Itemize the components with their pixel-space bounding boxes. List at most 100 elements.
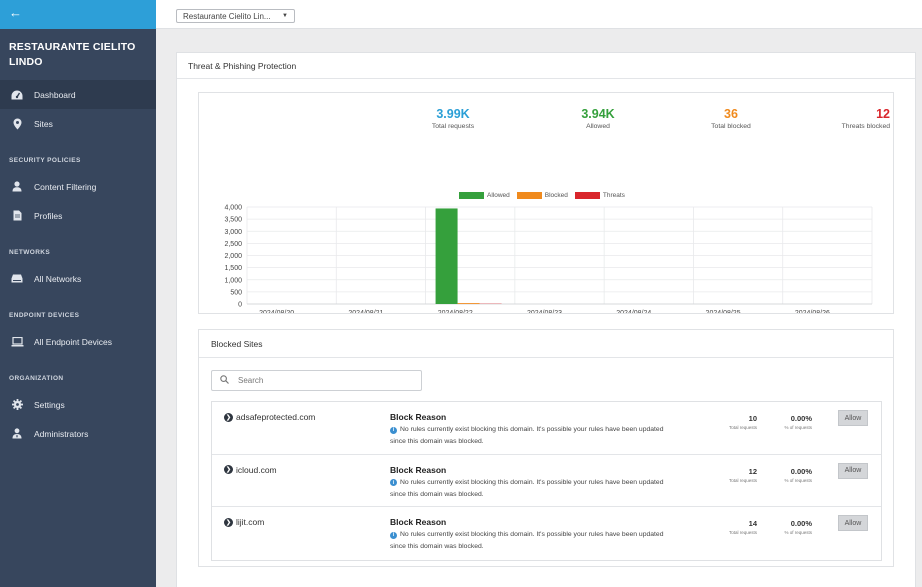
stat-label: Total requests	[431, 123, 475, 130]
total-requests-metric: 10 Total requests	[712, 414, 757, 430]
legend-item-allowed[interactable]: Allowed	[459, 192, 510, 199]
search-icon	[220, 375, 230, 386]
domain-text: adsafeprotected.com	[236, 412, 316, 422]
block-reason-text: i No rules currently exist blocking this …	[390, 477, 710, 501]
domain-link[interactable]: ❯ lijit.com	[224, 517, 264, 527]
top-bar: Restaurante Cielito Lin... ▼	[156, 0, 922, 29]
map-pin-icon	[10, 118, 24, 130]
sidebar-header: ←	[0, 0, 156, 29]
back-arrow-icon[interactable]: ←	[9, 5, 22, 20]
reason-line: since this domain was blocked.	[390, 438, 484, 445]
block-reason-title: Block Reason	[390, 412, 447, 422]
metric-label: % of requests	[784, 530, 812, 535]
stat-value: 3.94K	[581, 107, 615, 121]
stat-allowed: 3.94K Allowed	[568, 107, 628, 130]
stat-label: Total blocked	[711, 123, 751, 130]
y-tick-label: 500	[230, 289, 242, 296]
x-tick-label: 2024/08/20	[259, 310, 294, 313]
info-icon: i	[390, 479, 397, 486]
legend-swatch	[459, 192, 484, 199]
table-row: ❯ lijit.com Block Reason i No rules curren…	[212, 507, 881, 560]
sidebar-item-profiles[interactable]: Profiles	[0, 201, 156, 230]
legend-swatch	[516, 192, 542, 199]
sidebar-item-all-endpoint-devices[interactable]: All Endpoint Devices	[0, 327, 156, 356]
allow-button[interactable]: Allow	[838, 410, 868, 426]
pct-requests-metric: 0.00% % of requests	[766, 519, 812, 535]
legend-label: Allowed	[487, 192, 510, 200]
stat-total-requests: 3.99K Total requests	[423, 107, 483, 130]
chart-legend: Allowed Blocked Threats	[459, 192, 625, 199]
info-icon: i	[390, 426, 397, 434]
metric-value: 10	[748, 414, 757, 423]
pct-requests-metric: 0.00% % of requests	[766, 467, 812, 483]
sidebar-item-content-filtering[interactable]: Content Filtering	[0, 172, 156, 201]
sidebar-item-all-networks[interactable]: All Networks	[0, 264, 156, 293]
x-tick-label: 2024/08/26	[795, 310, 830, 313]
y-tick-label: 4,000	[224, 205, 242, 212]
domain-text: lijit.com	[236, 517, 265, 527]
reason-line: No rules currently exist blocking this d…	[400, 426, 664, 433]
stat-label: Threats blocked	[841, 123, 890, 130]
threat-protection-card: Threat & Phishing Protection 3.99K Total…	[176, 52, 916, 587]
x-tick-label: 2024/08/24	[616, 310, 651, 313]
domain-link[interactable]: ❯ icloud.com	[224, 465, 277, 475]
domain-link[interactable]: ❯ adsafeprotected.com	[224, 412, 315, 422]
y-tick-label: 1,000	[224, 277, 242, 284]
sidebar-item-label: All Networks	[34, 273, 82, 284]
sidebar-item-label: Settings	[34, 399, 65, 410]
block-reason: Block Reason i No rules currently exist b…	[390, 517, 710, 553]
sidebar-item-dashboard[interactable]: Dashboard	[0, 80, 156, 109]
block-reason-text: i No rules currently exist blocking this …	[390, 529, 710, 553]
search-input[interactable]	[238, 376, 408, 385]
sidebar-item-label: All Endpoint Devices	[34, 336, 112, 347]
allow-button[interactable]: Allow	[838, 462, 868, 479]
allow-button[interactable]: Allow	[838, 515, 868, 531]
y-tick-label: 2,000	[224, 253, 242, 260]
chevron-down-icon: ▼	[282, 13, 288, 19]
gear-icon	[10, 399, 24, 411]
block-reason: Block Reason i No rules currently exist b…	[390, 465, 710, 501]
blocked-sites-panel: Blocked Sites ❯adsafeprotected.com Block…	[198, 329, 894, 567]
sidebar-item-label: Dashboard	[34, 89, 76, 100]
search-box[interactable]	[211, 370, 422, 391]
reason-line: No rules currently exist blocking this d…	[400, 531, 664, 538]
blocked-sites-list: ❯ adsafeprotected.com Block Reason i No ru…	[211, 401, 882, 561]
y-tick-label: 2,500	[224, 241, 242, 248]
sidebar-item-label: Profiles	[34, 210, 63, 221]
stat-value: 36	[724, 107, 738, 121]
section-organization: ORGANIZATION	[9, 375, 64, 382]
network-icon	[10, 273, 24, 285]
table-row: ❯ adsafeprotected.com Block Reason i No ru…	[212, 402, 881, 455]
metric-value: 0.00%	[790, 466, 812, 476]
x-tick-label: 2024/08/21	[348, 310, 383, 313]
arrow-right-circle-icon: ❯	[224, 465, 233, 474]
laptop-icon	[10, 336, 24, 348]
metric-value: 12	[748, 466, 757, 476]
bar-allowed	[435, 208, 458, 304]
section-endpoint-devices: ENDPOINT DEVICES	[9, 312, 80, 319]
block-reason-text: i No rules currently exist blocking this …	[390, 424, 710, 448]
stats-chart-panel: 3.99K Total requests 3.94K Allowed 36 To…	[198, 92, 894, 314]
sidebar-item-settings[interactable]: Settings	[0, 390, 156, 419]
stat-total-blocked: 36 Total blocked	[701, 107, 761, 130]
y-tick-label: 3,000	[224, 229, 242, 236]
block-reason-title: Block Reason	[390, 517, 447, 527]
reason-line: since this domain was blocked.	[390, 543, 484, 550]
metric-value: 0.00%	[790, 414, 812, 423]
sidebar-item-label: Content Filtering	[34, 181, 97, 192]
y-tick-label: 3,500	[224, 217, 242, 224]
section-networks: NETWORKS	[9, 249, 51, 256]
dashboard-icon	[10, 89, 24, 101]
legend-item-blocked[interactable]: Blocked	[516, 192, 568, 200]
stat-value: 12	[876, 107, 890, 121]
section-security-policies: SECURITY POLICIES	[9, 157, 81, 164]
org-select[interactable]: Restaurante Cielito Lin... ▼	[176, 9, 295, 23]
reason-line: since this domain was blocked.	[390, 490, 484, 498]
sidebar-item-sites[interactable]: Sites	[0, 109, 156, 138]
legend-label: Blocked	[544, 192, 568, 200]
legend-item-threats[interactable]: Threats	[574, 192, 625, 200]
table-row: ❯ icloud.com Block Reason i No rules curre…	[212, 455, 881, 507]
sidebar-item-administrators[interactable]: Administrators	[0, 419, 156, 448]
x-tick-label: 2024/08/22	[438, 310, 473, 313]
legend-label: Threats	[602, 192, 625, 200]
